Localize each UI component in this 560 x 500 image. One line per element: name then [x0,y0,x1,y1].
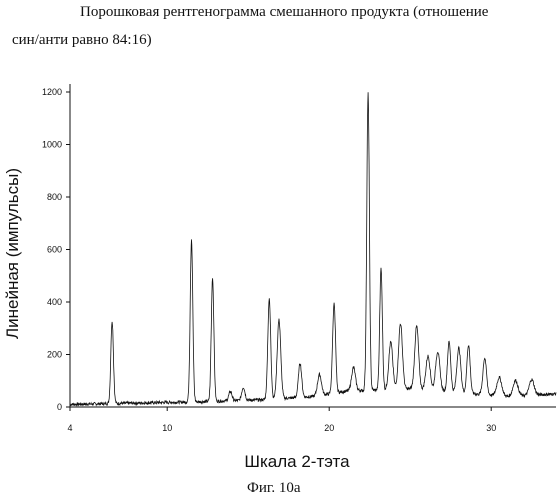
y-tick-label: 1200 [42,87,62,97]
x-ticks: 4 10 20 30 [67,407,496,433]
figure-caption: Фиг. 10а [247,478,301,498]
y-tick-label: 800 [47,192,62,202]
y-tick-label: 400 [47,297,62,307]
y-tick-label: 0 [57,402,62,412]
y-tick-label: 1000 [42,140,62,150]
x-tick-label: 20 [324,423,334,433]
axes [70,84,556,407]
diffraction-pattern-line [70,92,556,406]
y-ticks: 0 200 400 600 800 1000 1200 [42,87,70,412]
x-axis-title: Шкала 2-тэта [244,452,350,471]
x-tick-label: 30 [486,423,496,433]
y-axis-title: Линейная (импульсы) [3,168,22,339]
y-tick-label: 600 [47,245,62,255]
x-tick-label: 10 [162,423,172,433]
x-tick-label: 4 [67,423,72,433]
y-tick-label: 200 [47,350,62,360]
